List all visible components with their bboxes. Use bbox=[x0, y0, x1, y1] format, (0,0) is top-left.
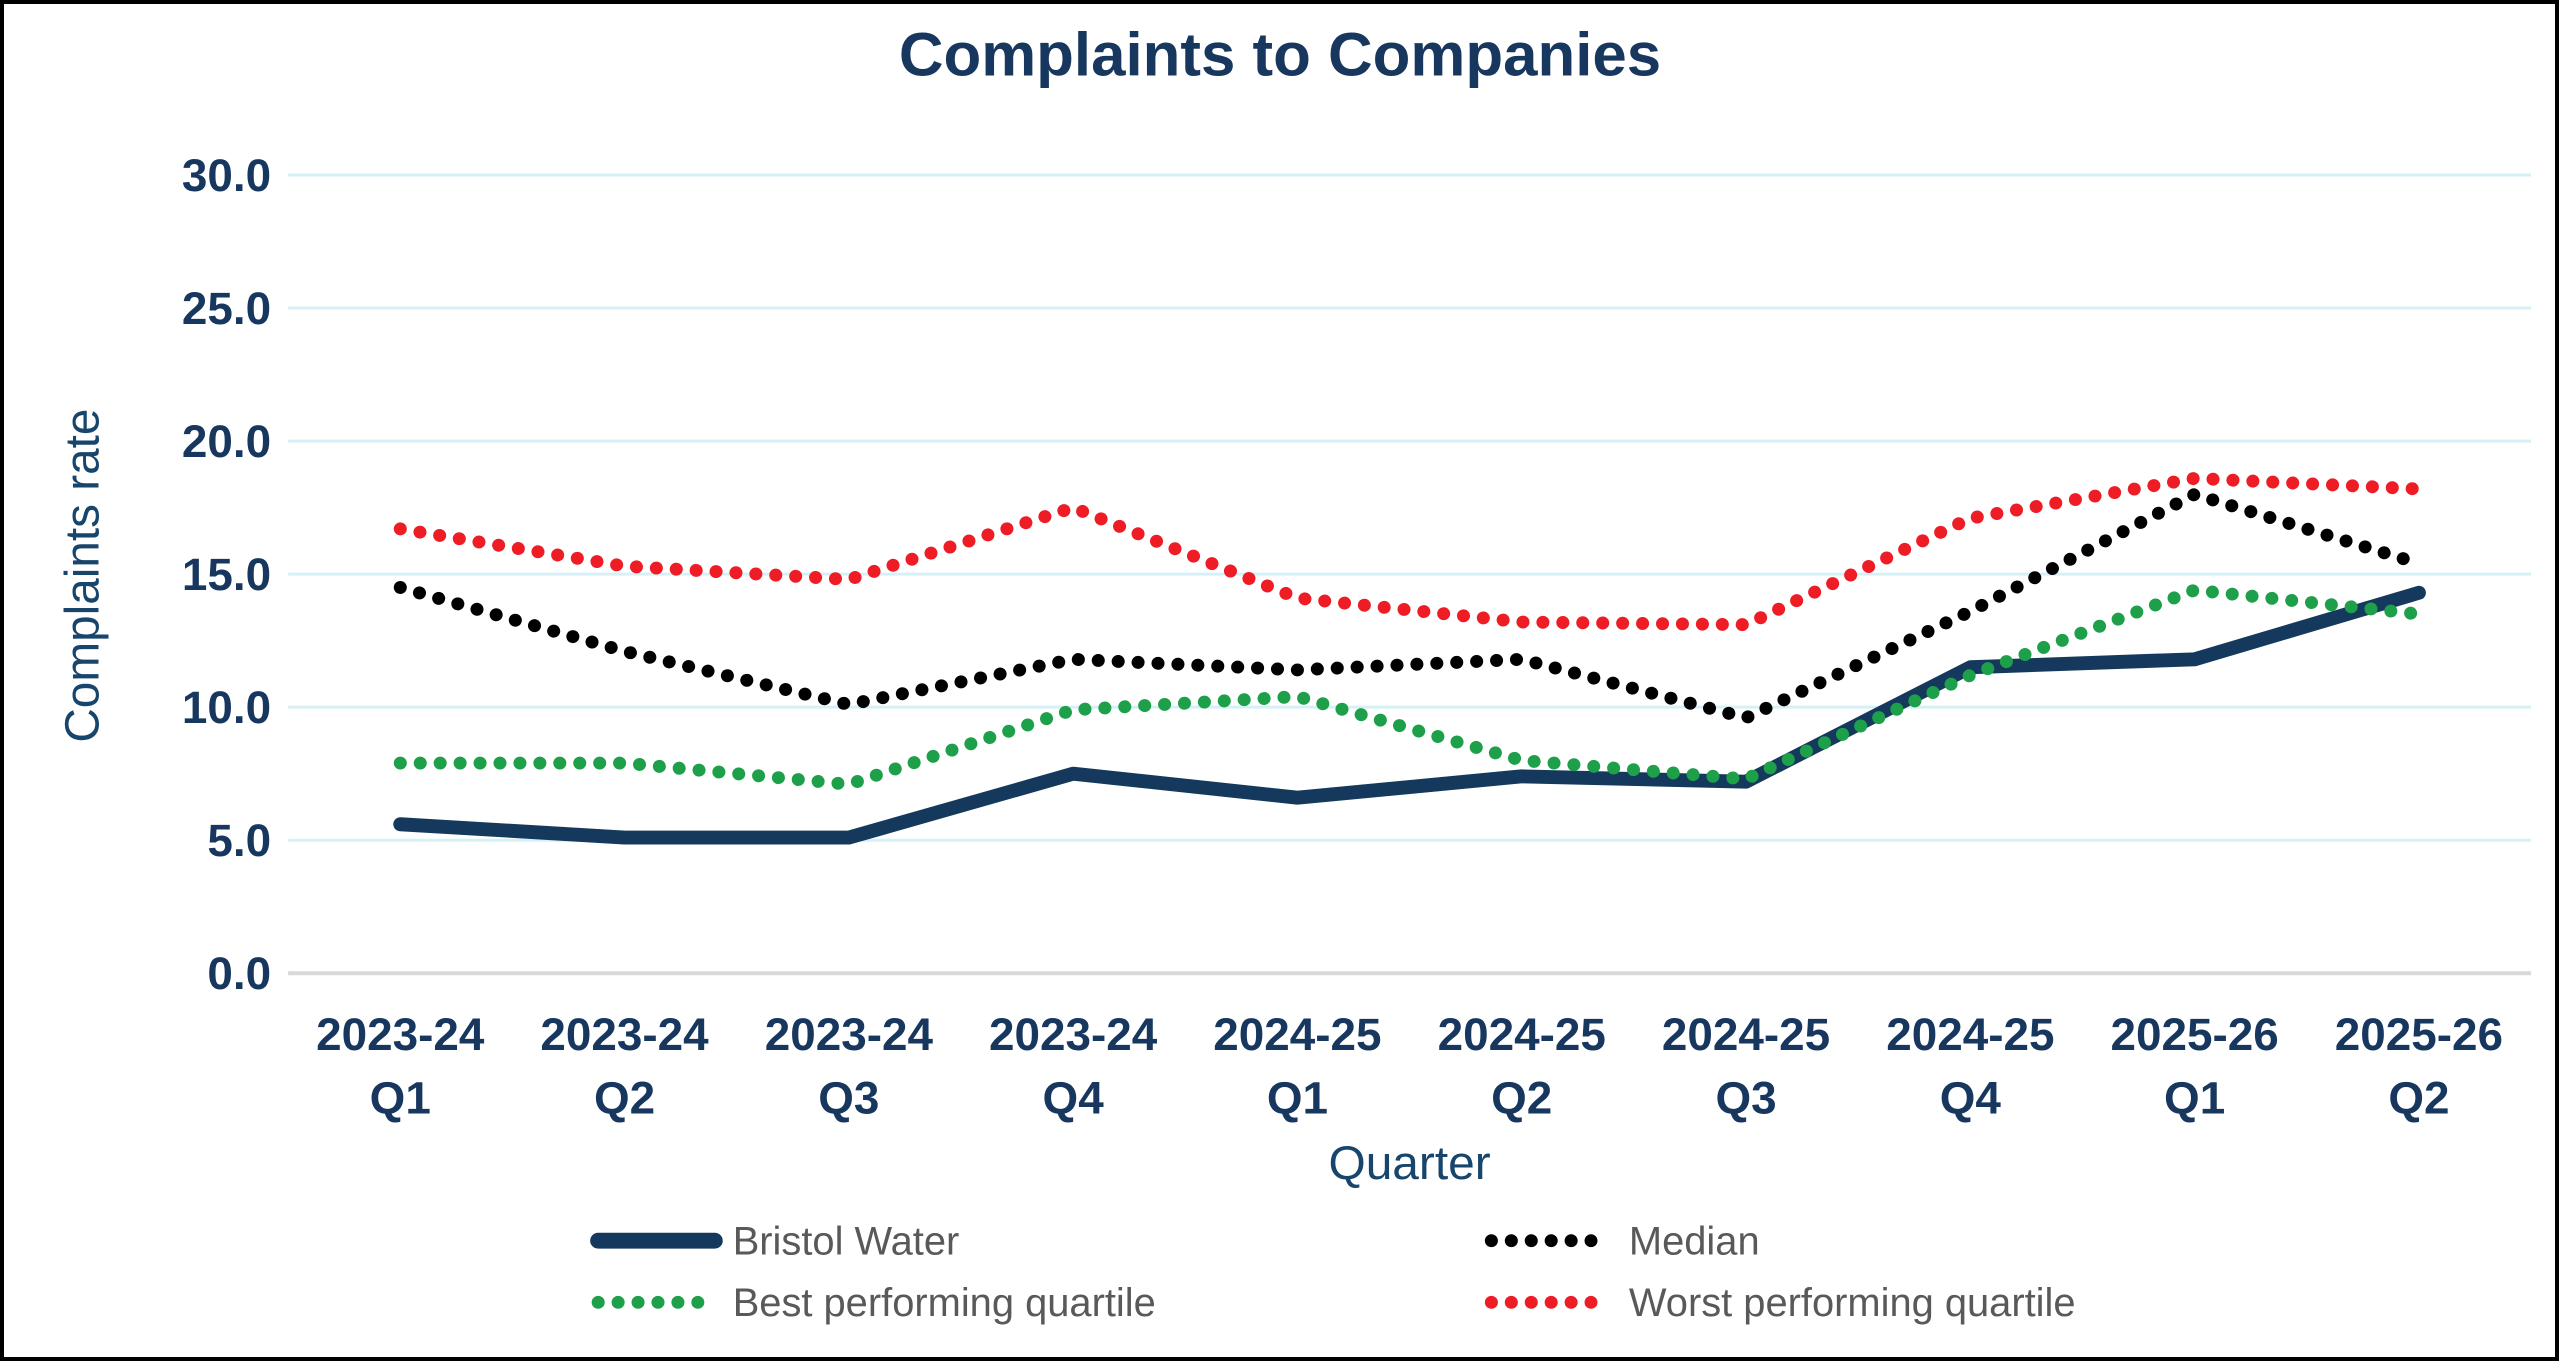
x-tick-label-year: 2023-24 bbox=[540, 1009, 709, 1060]
x-tick-label-year: 2025-26 bbox=[2111, 1009, 2279, 1060]
chart-title: Complaints to Companies bbox=[899, 21, 1661, 90]
y-tick-label: 0.0 bbox=[207, 948, 271, 999]
x-tick-label-quarter: Q1 bbox=[2164, 1072, 2225, 1123]
x-tick-label-year: 2024-25 bbox=[1213, 1009, 1381, 1060]
series-line-median bbox=[393, 487, 2426, 725]
x-tick-label-quarter: Q4 bbox=[1940, 1072, 2002, 1123]
y-axis-title: Complaints rate bbox=[57, 409, 110, 743]
y-tick-labels: 0.0 5.0 10.0 15.0 20.0 25.0 30.0 bbox=[182, 150, 271, 999]
legend-label-bristol-water: Bristol Water bbox=[733, 1220, 960, 1264]
x-tick-label-year: 2025-26 bbox=[2335, 1009, 2503, 1060]
legend-label-worst-performing-quartile: Worst performing quartile bbox=[1629, 1281, 2076, 1325]
x-tick-label-year: 2023-24 bbox=[765, 1009, 934, 1060]
y-tick-label: 25.0 bbox=[182, 283, 271, 334]
y-tick-label: 10.0 bbox=[182, 682, 271, 733]
y-tick-label: 15.0 bbox=[182, 549, 271, 600]
x-tick-label-quarter: Q2 bbox=[1491, 1072, 1552, 1123]
x-tick-label-quarter: Q1 bbox=[370, 1072, 431, 1123]
x-tick-label-quarter: Q2 bbox=[2388, 1072, 2449, 1123]
x-tick-label-quarter: Q3 bbox=[1715, 1072, 1776, 1123]
x-tick-labels: 2023-24 Q1 2023-24 Q2 2023-24 Q3 2023-24 Q4 2024… bbox=[316, 1009, 2503, 1124]
gridlines bbox=[288, 173, 2532, 976]
x-axis-title: Quarter bbox=[1329, 1137, 1491, 1190]
y-tick-label: 5.0 bbox=[207, 815, 271, 866]
x-tick-label-year: 2024-25 bbox=[1662, 1009, 1830, 1060]
legend: Bristol Water Median Best performing qua… bbox=[590, 1220, 2076, 1325]
x-tick-label-quarter: Q4 bbox=[1043, 1072, 1105, 1123]
legend-label-best-performing-quartile: Best performing quartile bbox=[733, 1281, 1156, 1325]
x-tick-label-quarter: Q2 bbox=[594, 1072, 655, 1123]
series-line-worst-performing-quartile bbox=[393, 471, 2426, 632]
x-tick-label-year: 2023-24 bbox=[316, 1009, 485, 1060]
complaints-chart: Complaints to Companies Complaints rate … bbox=[57, 21, 2532, 1325]
y-tick-label: 20.0 bbox=[182, 416, 271, 467]
series-lines bbox=[393, 471, 2426, 845]
series-line-bristol-water bbox=[393, 585, 2426, 845]
x-tick-label-quarter: Q1 bbox=[1267, 1072, 1328, 1123]
x-tick-label-quarter: Q3 bbox=[818, 1072, 879, 1123]
x-tick-label-year: 2024-25 bbox=[1438, 1009, 1606, 1060]
legend-label-median: Median bbox=[1629, 1220, 1760, 1264]
series-line-best-performing-quartile bbox=[393, 583, 2426, 791]
x-tick-label-year: 2024-25 bbox=[1886, 1009, 2054, 1060]
x-tick-label-year: 2023-24 bbox=[989, 1009, 1158, 1060]
y-tick-label: 30.0 bbox=[182, 150, 271, 201]
